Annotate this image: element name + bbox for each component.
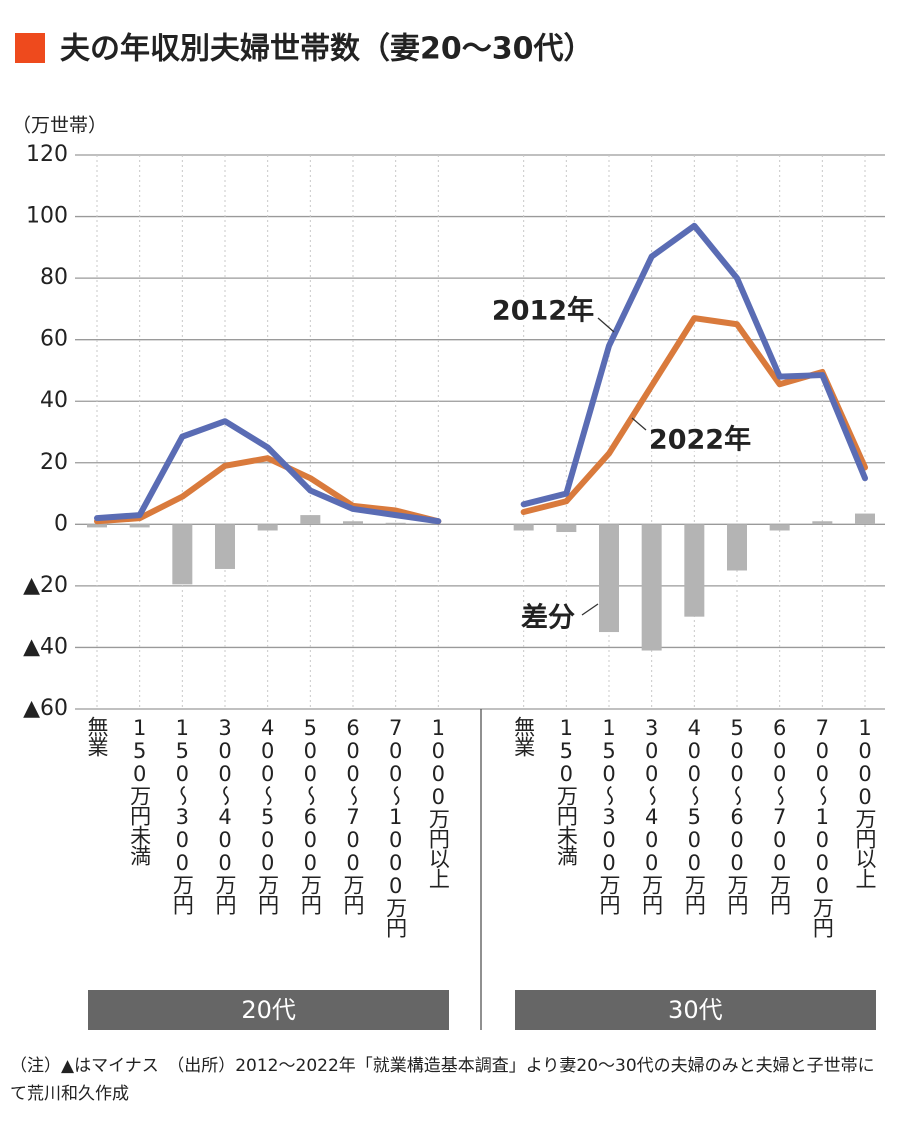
x-tick-label: 300〜400万円: [639, 716, 664, 914]
leader-line: [581, 603, 599, 616]
x-tick-label: 無業: [85, 716, 109, 756]
x-tick-label: 150〜300万円: [170, 716, 195, 914]
bar: [812, 521, 833, 525]
footnote: （注）▲はマイナス （出所）2012〜2022年「就業構造基本調査」より妻20〜…: [10, 1056, 875, 1104]
bar: [343, 521, 363, 525]
bar: [129, 524, 150, 528]
x-tick-label: 700〜1000万円: [810, 716, 835, 937]
chart-title: 夫の年収別夫婦世帯数（妻20〜30代）: [60, 32, 594, 67]
x-tick-label: 1000万円以上: [853, 716, 877, 888]
bar: [769, 524, 790, 531]
x-tick-label: 300〜400万円: [213, 716, 237, 914]
y-tick-label: 100: [26, 204, 68, 229]
bar: [556, 524, 577, 533]
leader-line: [597, 317, 615, 333]
x-tick-label: 400〜500万円: [682, 716, 707, 914]
group-label: 30代: [514, 990, 876, 1030]
y-tick-label: ▲60: [23, 696, 68, 721]
bar: [641, 524, 662, 651]
bar: [385, 522, 406, 525]
x-tick-label: 600〜700万円: [341, 716, 365, 914]
x-tick-label: 1000万円以上: [426, 716, 451, 888]
y-unit-label: （万世帯）: [12, 115, 107, 137]
x-tick-label: 700〜1000万円: [383, 716, 408, 937]
bar: [513, 524, 534, 531]
line: [94, 315, 868, 525]
x-tick-label: 150万円未満: [127, 716, 152, 865]
y-tick-label: 80: [40, 265, 68, 290]
series-label: 2022年: [649, 424, 751, 456]
x-tick-label: 150〜300万円: [597, 716, 621, 914]
group-label: 20代: [88, 990, 450, 1030]
bar: [855, 513, 875, 525]
bar: [257, 524, 278, 531]
y-tick-label: 60: [40, 327, 68, 352]
x-tick-label: 500〜600万円: [725, 716, 749, 914]
y-tick-label: 0: [54, 511, 68, 536]
x-tick-label: 無業: [511, 716, 536, 756]
x-tick-label: 400〜500万円: [255, 716, 280, 914]
title-marker: [15, 33, 45, 63]
x-tick-label: 500〜600万円: [298, 716, 323, 914]
y-tick-label: 120: [26, 142, 68, 167]
y-tick-label: 40: [40, 388, 68, 413]
series-label: 差分: [521, 602, 575, 634]
bar: [684, 524, 705, 617]
line: [94, 222, 868, 525]
y-tick-label: ▲40: [23, 634, 68, 659]
bar: [87, 524, 107, 528]
bar: [215, 524, 235, 569]
bar: [172, 524, 193, 585]
y-tick-label: 20: [40, 450, 68, 475]
leader-line: [631, 417, 647, 431]
bar: [300, 515, 321, 525]
series-label: 2012年: [492, 295, 594, 327]
x-tick-label: 150万円未満: [554, 716, 579, 865]
x-tick-label: 600〜700万円: [767, 716, 792, 914]
bar: [599, 524, 619, 633]
bar: [727, 524, 747, 571]
y-tick-label: ▲20: [23, 573, 68, 598]
